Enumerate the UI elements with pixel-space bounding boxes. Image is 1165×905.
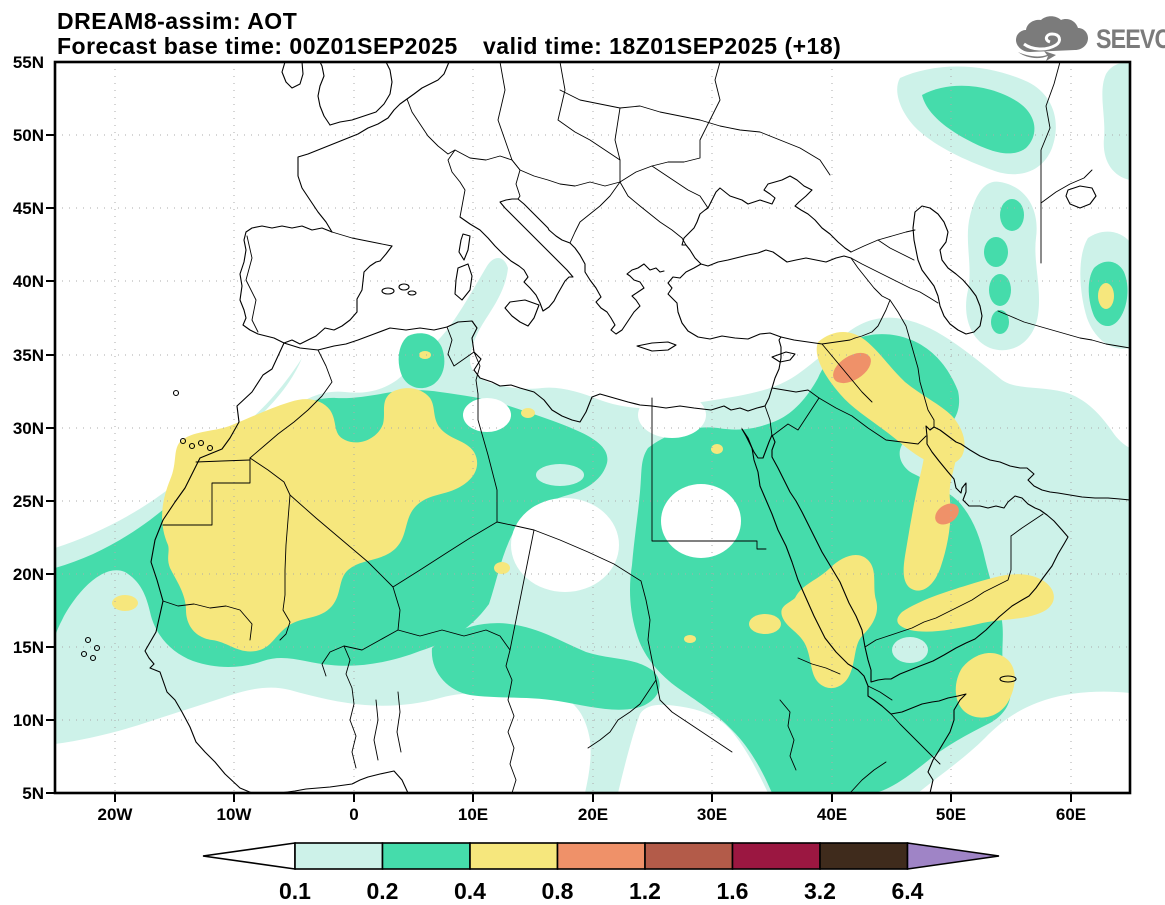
- colorbar-left-arrow: [202, 842, 296, 870]
- colorbar: 0.1 0.2 0.4 0.8 1.2 1.6 3.2 6.4: [202, 842, 1000, 904]
- colorbar-segment: [469, 842, 559, 870]
- coastlines: [80, 62, 1130, 793]
- axis-ticks: [46, 134, 1072, 802]
- valid-time-label: valid time: 18Z01SEP2025 (+18): [483, 33, 841, 59]
- colorbar-segment: [731, 842, 821, 870]
- contour-holes-white: [463, 392, 741, 592]
- country-borders: [162, 62, 1130, 793]
- colorbar-value: 1.2: [629, 878, 661, 904]
- lon-label: 60E: [1056, 805, 1086, 824]
- lon-label: 40E: [817, 805, 847, 824]
- colorbar-value: 0.1: [279, 878, 311, 904]
- lon-label: 20E: [578, 805, 608, 824]
- seevccc-logo: SEEVCCC: [1016, 16, 1165, 61]
- contour-fill-0p8: [833, 352, 959, 525]
- graticule: [55, 62, 1130, 793]
- lat-axis: 55N 50N 45N 40N 35N 30N 25N 20N 15N 10N …: [13, 53, 44, 803]
- lat-label: 15N: [13, 638, 44, 657]
- colorbar-segment: [556, 842, 646, 870]
- colorbar-segment: [819, 842, 909, 870]
- page-title: DREAM8-assim: AOT: [57, 8, 297, 34]
- colorbar-segment: [294, 842, 384, 870]
- colorbar-segment: [644, 842, 734, 870]
- lat-label: 5N: [22, 784, 44, 803]
- lon-label: 20W: [98, 805, 134, 824]
- lat-label: 50N: [13, 126, 44, 145]
- lat-label: 45N: [13, 199, 44, 218]
- colorbar-value: 0.2: [367, 878, 399, 904]
- lon-label: 10E: [458, 805, 488, 824]
- forecast-base-time-label: Forecast base time: 00Z01SEP2025: [57, 33, 458, 59]
- lon-label: 50E: [936, 805, 966, 824]
- colorbar-segment: [381, 842, 471, 870]
- lat-label: 20N: [13, 565, 44, 584]
- lon-axis: 20W 10W 0 10E 20E 30E 40E 50E 60E: [98, 805, 1087, 824]
- lat-label: 10N: [13, 711, 44, 730]
- lat-label: 40N: [13, 272, 44, 291]
- colorbar-right-arrow: [906, 842, 1000, 870]
- cloud-swirl: [1023, 32, 1061, 51]
- lon-label: 10W: [217, 805, 253, 824]
- logo-text: SEEVCCC: [1096, 24, 1165, 54]
- colorbar-value: 0.4: [454, 878, 486, 904]
- colorbar-value: 1.6: [717, 878, 749, 904]
- lon-label: 0: [349, 805, 358, 824]
- lat-label: 35N: [13, 346, 44, 365]
- lat-label: 55N: [13, 53, 44, 72]
- cloud-arrow: [1018, 51, 1056, 61]
- map-canvas: [55, 62, 1130, 793]
- lon-label: 30E: [697, 805, 727, 824]
- colorbar-value: 3.2: [804, 878, 836, 904]
- colorbar-value: 0.8: [542, 878, 574, 904]
- colorbar-value: 6.4: [892, 878, 924, 904]
- lat-label: 30N: [13, 419, 44, 438]
- lat-label: 25N: [13, 492, 44, 511]
